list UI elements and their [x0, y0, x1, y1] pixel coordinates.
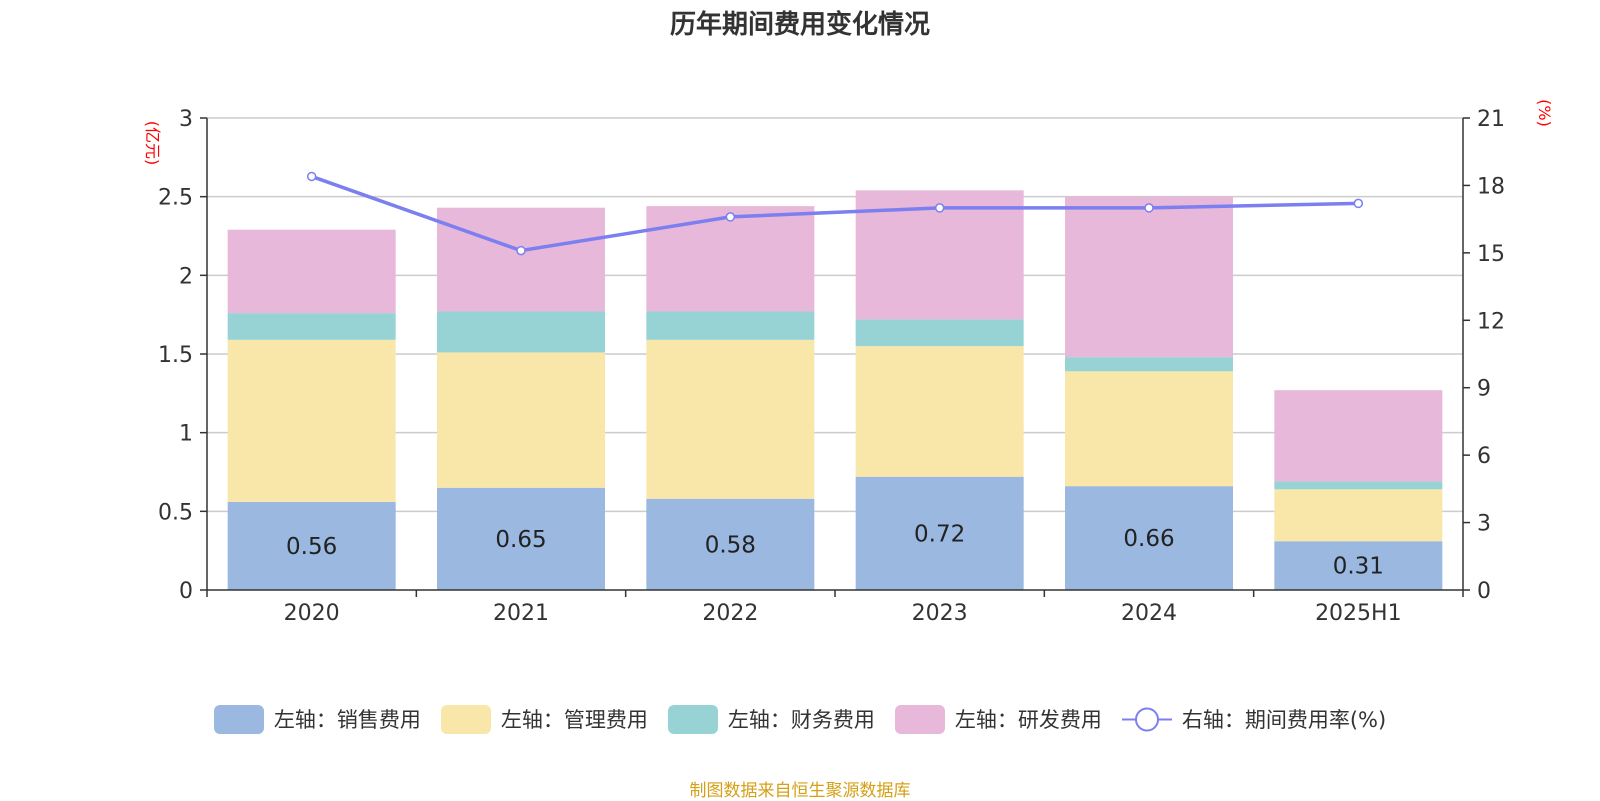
- bar-segment-1[interactable]: [1274, 541, 1443, 590]
- rate-line: [311, 174, 1359, 253]
- legend-swatch: [440, 704, 491, 734]
- rate-point[interactable]: [1144, 203, 1154, 213]
- bar-segment-4[interactable]: [1065, 196, 1233, 358]
- bar-data-label: 0.66: [1123, 526, 1174, 552]
- source-note: 制图数据来自恒生聚源数据库: [689, 781, 911, 801]
- left-tick-label: 0: [179, 579, 193, 604]
- legend-label: 左轴：管理费用: [500, 708, 648, 732]
- left-axis-unit: (亿元): [143, 121, 162, 166]
- right-tick-label: 21: [1477, 107, 1505, 132]
- rate-point[interactable]: [725, 212, 736, 222]
- legend-item-4[interactable]: 左轴：研发费用: [894, 704, 1102, 734]
- bar-segment-2[interactable]: [227, 339, 396, 502]
- right-tick-label: 6: [1477, 444, 1491, 469]
- x-tick-label: 2024: [1121, 601, 1177, 626]
- legend-label: 右轴：期间费用率(%): [1181, 708, 1387, 732]
- legend-item-2[interactable]: 左轴：管理费用: [440, 704, 648, 734]
- grid-lines: [207, 117, 1463, 513]
- rate-point[interactable]: [516, 245, 526, 256]
- bar-segment-4[interactable]: [227, 229, 396, 314]
- left-tick-label: 3: [179, 107, 193, 132]
- bar-data-label: 0.65: [495, 527, 546, 553]
- bar-segment-2[interactable]: [1274, 489, 1443, 542]
- legend-item-5[interactable]: 右轴：期间费用率(%): [1121, 704, 1387, 734]
- bar-segment-3[interactable]: [646, 311, 815, 340]
- chart-title: 历年期间费用变化情况: [669, 10, 930, 40]
- legend-item-3[interactable]: 左轴：财务费用: [667, 704, 875, 734]
- axes: 0 0.5 1 1.5 2 2.5 3 0 3 6 9 12 15 18 21 2020 2021 2022 202…: [143, 99, 1554, 626]
- x-tick-label: 2021: [493, 601, 549, 626]
- bar-data-label: 0.56: [286, 534, 337, 560]
- bar-segment-3[interactable]: [437, 311, 605, 353]
- right-tick-label: 9: [1477, 377, 1491, 402]
- right-tick-label: 3: [1477, 512, 1491, 537]
- x-tick-label: 2023: [912, 601, 968, 626]
- bar-series: [227, 190, 1443, 590]
- left-tick-label: 2: [179, 264, 193, 289]
- bar-segment-3[interactable]: [855, 319, 1024, 347]
- left-tick-label: 0.5: [158, 500, 193, 525]
- rate-point[interactable]: [306, 171, 317, 182]
- x-tick-label: 2022: [702, 601, 758, 626]
- rate-point[interactable]: [934, 203, 945, 213]
- bar-segment-3[interactable]: [1274, 481, 1443, 490]
- right-tick-label: 15: [1477, 242, 1505, 267]
- bar-segment-2[interactable]: [1065, 371, 1233, 487]
- legend-item-1[interactable]: 左轴：销售费用: [213, 704, 421, 734]
- rate-point[interactable]: [1353, 198, 1364, 209]
- x-tick-label: 2020: [284, 601, 340, 626]
- legend-swatch: [894, 704, 945, 734]
- bar-data-label: 0.31: [1333, 554, 1384, 580]
- legend-label: 左轴：销售费用: [273, 708, 421, 732]
- bar-segment-1[interactable]: [227, 501, 396, 590]
- bar-data-label: 0.58: [705, 532, 756, 558]
- right-tick-label: 12: [1477, 309, 1505, 334]
- bar-segment-1[interactable]: [855, 476, 1024, 590]
- bar-segment-2[interactable]: [855, 346, 1024, 477]
- right-tick-label: 18: [1477, 174, 1505, 199]
- bar-segment-3[interactable]: [227, 313, 396, 340]
- right-tick-label: 0: [1477, 579, 1491, 604]
- legend-swatch: [667, 704, 718, 734]
- bar-segment-1[interactable]: [1065, 486, 1233, 590]
- line-series: [306, 171, 1364, 256]
- bar-segment-4[interactable]: [646, 206, 815, 312]
- bar-segment-2[interactable]: [646, 339, 815, 499]
- data-labels: 0.56 0.65 0.58 0.72 0.66 0.31: [286, 521, 1384, 579]
- legend-label: 左轴：财务费用: [727, 708, 875, 732]
- legend-line-marker-icon: [1121, 707, 1172, 731]
- legend-swatch: [213, 704, 264, 734]
- bar-segment-4[interactable]: [437, 207, 605, 312]
- bar-segment-1[interactable]: [437, 487, 605, 590]
- legend: 左轴：销售费用 左轴：管理费用 左轴：财务费用 左轴：研发费用 右轴：期间费用率(%): [0, 704, 1600, 734]
- chart-area: 0.56 0.65 0.58 0.72 0.66 0.31 0 0.5 1 1.5 2 2.5 3 0 3…: [143, 99, 1554, 626]
- bar-segment-4[interactable]: [1274, 390, 1443, 482]
- legend-label: 左轴：研发费用: [954, 708, 1102, 732]
- bar-data-label: 0.72: [914, 521, 965, 547]
- left-tick-label: 1.5: [158, 343, 193, 368]
- x-tick-label: 2025H1: [1315, 601, 1402, 626]
- bar-segment-1[interactable]: [646, 498, 815, 590]
- left-tick-label: 1: [179, 422, 193, 447]
- right-axis-unit: (%): [1535, 99, 1554, 127]
- bar-segment-2[interactable]: [437, 352, 605, 488]
- bar-segment-3[interactable]: [1065, 357, 1233, 372]
- left-tick-label: 2.5: [158, 186, 193, 211]
